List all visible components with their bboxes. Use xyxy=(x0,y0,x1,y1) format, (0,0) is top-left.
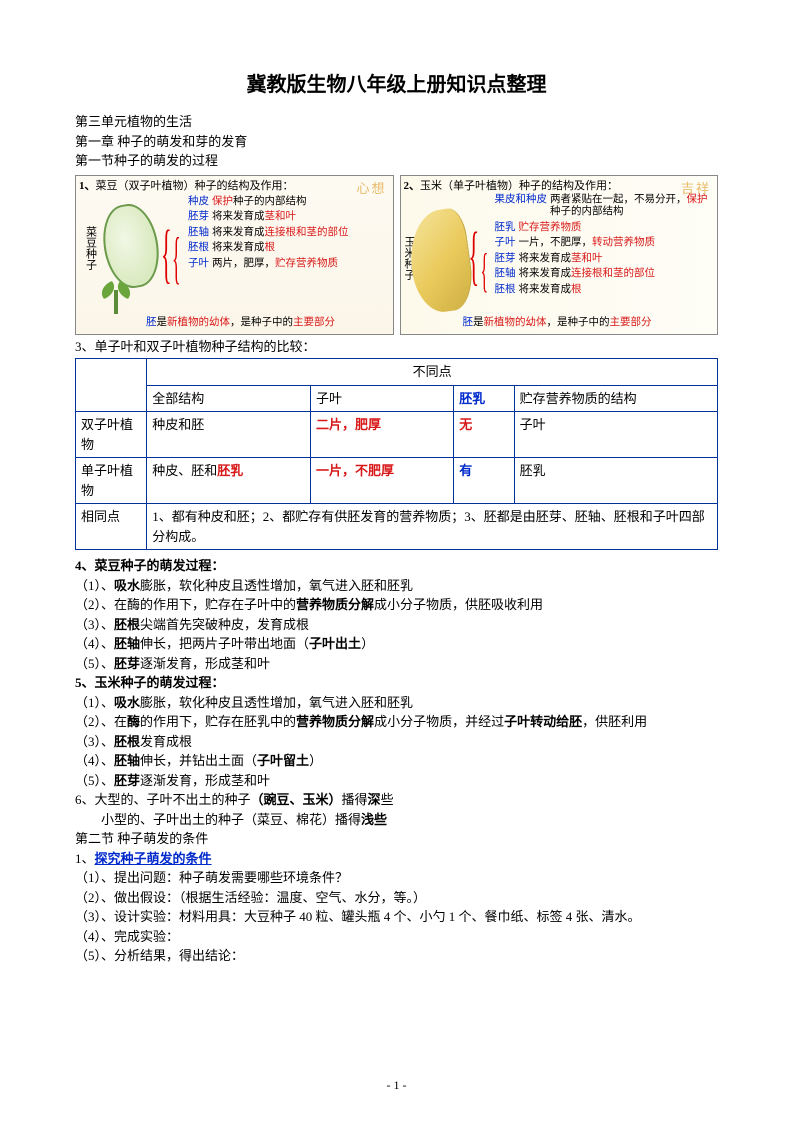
legend-item: 胚芽将来发育成茎和叶 xyxy=(495,253,714,266)
s6-line-a: 6、大型的、子叶不出土的种子（豌豆、玉米）播得深些 xyxy=(75,790,718,810)
legend-item: 种皮保护种子的内部结构 xyxy=(188,196,389,209)
bracket-icon: { xyxy=(172,216,181,302)
list-item: （1）、提出问题：种子萌发需要哪些环境条件？ xyxy=(75,868,718,888)
bean-sprout xyxy=(96,284,140,328)
table-header-cell: 全部结构 xyxy=(147,385,311,412)
bean-legend: 种皮保护种子的内部结构胚芽将来发育成茎和叶胚轴将来发育成连接根和茎的部位胚根将来… xyxy=(188,196,389,274)
unit-line: 第三单元植物的生活 xyxy=(75,112,718,132)
inquiry-title: 1、探究种子萌发的条件 xyxy=(75,849,718,869)
list-item: （4）、胚轴伸长，并钻出土面（子叶留土） xyxy=(75,751,718,771)
table-header-cell: 胚乳 xyxy=(454,385,514,412)
diagram-bean: 心想 1、菜豆（双子叶植物）种子的结构及作用： 菜豆种子 { { 种皮保护种子的… xyxy=(75,175,394,335)
list-item: （2）、在酶的作用下，贮存在胚乳中的营养物质分解成小分子物质，并经过子叶转动给胚… xyxy=(75,712,718,732)
list-item: （2）、做出假设：（根据生活经验：温度、空气、水分，等。） xyxy=(75,888,718,908)
s4-list: （1）、吸水膨胀，软化种皮且透性增加，氧气进入胚和胚乳（2）、在酶的作用下，贮存… xyxy=(75,576,718,674)
bean-side-label: 菜豆种子 xyxy=(82,226,99,270)
list-item: （5）、胚芽逐渐发育，形成茎和叶 xyxy=(75,654,718,674)
s5-title: 5、玉米种子的萌发过程： xyxy=(75,673,718,693)
list-item: （5）、胚芽逐渐发育，形成茎和叶 xyxy=(75,771,718,791)
page-number: - 1 - xyxy=(0,1076,793,1094)
list-item: （1）、吸水膨胀，软化种皮且透性增加，氧气进入胚和胚乳 xyxy=(75,693,718,713)
bracket-icon: { xyxy=(481,238,489,310)
table-cell: 种皮、胚和胚乳 xyxy=(147,458,311,504)
table-cell: 子叶 xyxy=(514,412,717,458)
legend-item: 胚芽将来发育成茎和叶 xyxy=(188,211,389,224)
diagram-bean-title: 1、菜豆（双子叶植物）种子的结构及作用： xyxy=(79,178,390,195)
table-header-cell: 子叶 xyxy=(310,385,453,412)
legend-item: 果皮和种皮两者紧贴在一起，不易分开，保护种子的内部结构 xyxy=(495,194,714,219)
list-item: （4）、胚轴伸长，把两片子叶带出地面（子叶出土） xyxy=(75,634,718,654)
list-item: （3）、胚根发育成根 xyxy=(75,732,718,752)
section1-line: 第一节种子的萌发的过程 xyxy=(75,151,718,171)
list-item: （1）、吸水膨胀，软化种皮且透性增加，氧气进入胚和胚乳 xyxy=(75,576,718,596)
legend-item: 子叶一片，不肥厚，转动营养物质 xyxy=(495,237,714,250)
chapter-line: 第一章 种子的萌发和芽的发育 xyxy=(75,132,718,152)
table-rowname: 双子叶植物 xyxy=(76,412,147,458)
corn-legend: 果皮和种皮两者紧贴在一起，不易分开，保护种子的内部结构胚乳贮存营养物质子叶一片，… xyxy=(495,194,714,300)
table-rowname: 单子叶植物 xyxy=(76,458,147,504)
inquiry-list: （1）、提出问题：种子萌发需要哪些环境条件？（2）、做出假设：（根据生活经验：温… xyxy=(75,868,718,966)
s4-title: 4、菜豆种子的萌发过程： xyxy=(75,556,718,576)
comparison-table: 不同点 全部结构子叶胚乳贮存营养物质的结构 双子叶植物种皮和胚二片，肥厚无子叶 … xyxy=(75,358,718,550)
table-cell: 一片，不肥厚 xyxy=(310,458,453,504)
table-cell: 二片，肥厚 xyxy=(310,412,453,458)
table-row: 单子叶植物种皮、胚和胚乳一片，不肥厚有胚乳 xyxy=(76,458,718,504)
table-cell: 有 xyxy=(454,458,514,504)
diagram-corn-title: 2、玉米（单子叶植物）种子的结构及作用： xyxy=(404,178,715,195)
list-item: （5）、分析结果，得出结论： xyxy=(75,946,718,966)
table-row: 相同点 1、都有种皮和胚；2、都贮存有供胚发育的营养物质；3、胚都是由胚芽、胚轴… xyxy=(76,504,718,550)
bean-footer: 胚是新植物的幼体，是种子中的主要部分 xyxy=(146,315,335,331)
bracket-icon: { xyxy=(161,203,172,302)
table-row: 双子叶植物种皮和胚二片，肥厚无子叶 xyxy=(76,412,718,458)
diagram-row: 心想 1、菜豆（双子叶植物）种子的结构及作用： 菜豆种子 { { 种皮保护种子的… xyxy=(75,175,718,335)
table-cell: 无 xyxy=(454,412,514,458)
list-item: （4）、完成实验： xyxy=(75,927,718,947)
legend-item: 胚轴将来发育成连接根和茎的部位 xyxy=(188,227,389,240)
legend-item: 胚根将来发育成根 xyxy=(495,284,714,297)
legend-item: 胚根将来发育成根 xyxy=(188,242,389,255)
table-header-cell: 贮存营养物质的结构 xyxy=(514,385,717,412)
table-cell: 种皮和胚 xyxy=(147,412,311,458)
diagram-corn: 吉祥 2、玉米（单子叶植物）种子的结构及作用： 玉米种子 { { 果皮和种皮两者… xyxy=(400,175,719,335)
table-heading: 3、单子叶和双子叶植物种子结构的比较： xyxy=(75,337,718,357)
same-text: 1、都有种皮和胚；2、都贮存有供胚发育的营养物质；3、胚都是由胚芽、胚轴、胚根和… xyxy=(147,504,718,550)
table-row: 不同点 xyxy=(76,359,718,386)
list-item: （2）、在酶的作用下，贮存在子叶中的营养物质分解成小分子物质，供胚吸收利用 xyxy=(75,595,718,615)
table-cell: 胚乳 xyxy=(514,458,717,504)
corn-footer: 胚是新植物的幼体，是种子中的主要部分 xyxy=(463,315,652,331)
same-label: 相同点 xyxy=(76,504,147,550)
list-item: （3）、设计实验：材料用具：大豆种子 40 粒、罐头瓶 4 个、小勺 1 个、餐… xyxy=(75,907,718,927)
corn-seed-shape xyxy=(404,206,477,315)
bracket-icon: { xyxy=(469,205,480,304)
list-item: （3）、胚根尖端首先突破种皮，发育成根 xyxy=(75,615,718,635)
legend-item: 子叶两片，肥厚，贮存营养物质 xyxy=(188,258,389,271)
table-row: 全部结构子叶胚乳贮存营养物质的结构 xyxy=(76,385,718,412)
s6-line-b: 小型的、子叶出土的种子（菜豆、棉花）播得浅些 xyxy=(75,810,718,830)
page-title: 冀教版生物八年级上册知识点整理 xyxy=(75,70,718,100)
legend-item: 胚乳贮存营养物质 xyxy=(495,222,714,235)
legend-item: 胚轴将来发育成连接根和茎的部位 xyxy=(495,268,714,281)
section2-line: 第二节 种子萌发的条件 xyxy=(75,829,718,849)
bean-seed-shape xyxy=(97,199,165,291)
s5-list: （1）、吸水膨胀，软化种皮且透性增加，氧气进入胚和胚乳（2）、在酶的作用下，贮存… xyxy=(75,693,718,791)
table-header-group: 不同点 xyxy=(147,359,718,386)
